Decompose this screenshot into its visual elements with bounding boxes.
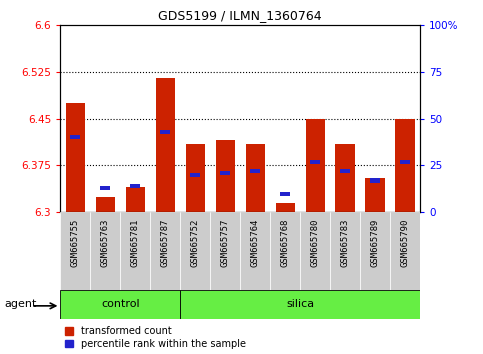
Text: GSM665790: GSM665790 [401, 219, 410, 267]
Bar [275, 203, 295, 212]
Bar [300, 212, 330, 290]
Bar [270, 212, 300, 290]
Text: GSM665789: GSM665789 [371, 219, 380, 267]
Bar [366, 178, 385, 212]
Bar [150, 212, 180, 290]
Bar [215, 141, 235, 212]
Bar [96, 197, 115, 212]
Text: GSM665781: GSM665781 [131, 219, 140, 267]
Text: GSM665755: GSM665755 [71, 219, 80, 267]
Bar [281, 192, 290, 196]
Text: agent: agent [5, 299, 37, 309]
Bar [360, 212, 390, 290]
Bar [390, 212, 420, 290]
Bar [156, 78, 175, 212]
Bar [210, 212, 240, 290]
Bar [180, 212, 210, 290]
Bar [160, 130, 170, 134]
Bar [60, 290, 180, 319]
Bar [126, 187, 145, 212]
Text: GSM665768: GSM665768 [281, 219, 290, 267]
Bar [100, 186, 110, 190]
Text: GSM665763: GSM665763 [101, 219, 110, 267]
Bar [336, 144, 355, 212]
Bar [370, 178, 380, 183]
Bar [311, 160, 320, 164]
Bar [341, 169, 350, 173]
Bar [185, 144, 205, 212]
Text: silica: silica [286, 299, 314, 309]
Text: GSM665757: GSM665757 [221, 219, 230, 267]
Bar [241, 212, 270, 290]
Bar [220, 171, 230, 175]
Bar [400, 160, 410, 164]
Bar [120, 212, 150, 290]
Text: GSM665780: GSM665780 [311, 219, 320, 267]
Bar [245, 144, 265, 212]
Bar [130, 184, 140, 188]
Bar [90, 212, 120, 290]
Text: GSM665787: GSM665787 [161, 219, 170, 267]
Bar [60, 212, 90, 290]
Bar [306, 119, 325, 212]
Bar [180, 290, 420, 319]
Text: GSM665752: GSM665752 [191, 219, 200, 267]
Text: GSM665783: GSM665783 [341, 219, 350, 267]
Bar [66, 103, 85, 212]
Text: control: control [101, 299, 140, 309]
Legend: transformed count, percentile rank within the sample: transformed count, percentile rank withi… [65, 326, 246, 349]
Bar [250, 169, 260, 173]
Bar [396, 119, 415, 212]
Bar [71, 135, 80, 139]
Bar [190, 173, 200, 177]
Text: GSM665764: GSM665764 [251, 219, 260, 267]
Title: GDS5199 / ILMN_1360764: GDS5199 / ILMN_1360764 [158, 9, 322, 22]
Bar [330, 212, 360, 290]
